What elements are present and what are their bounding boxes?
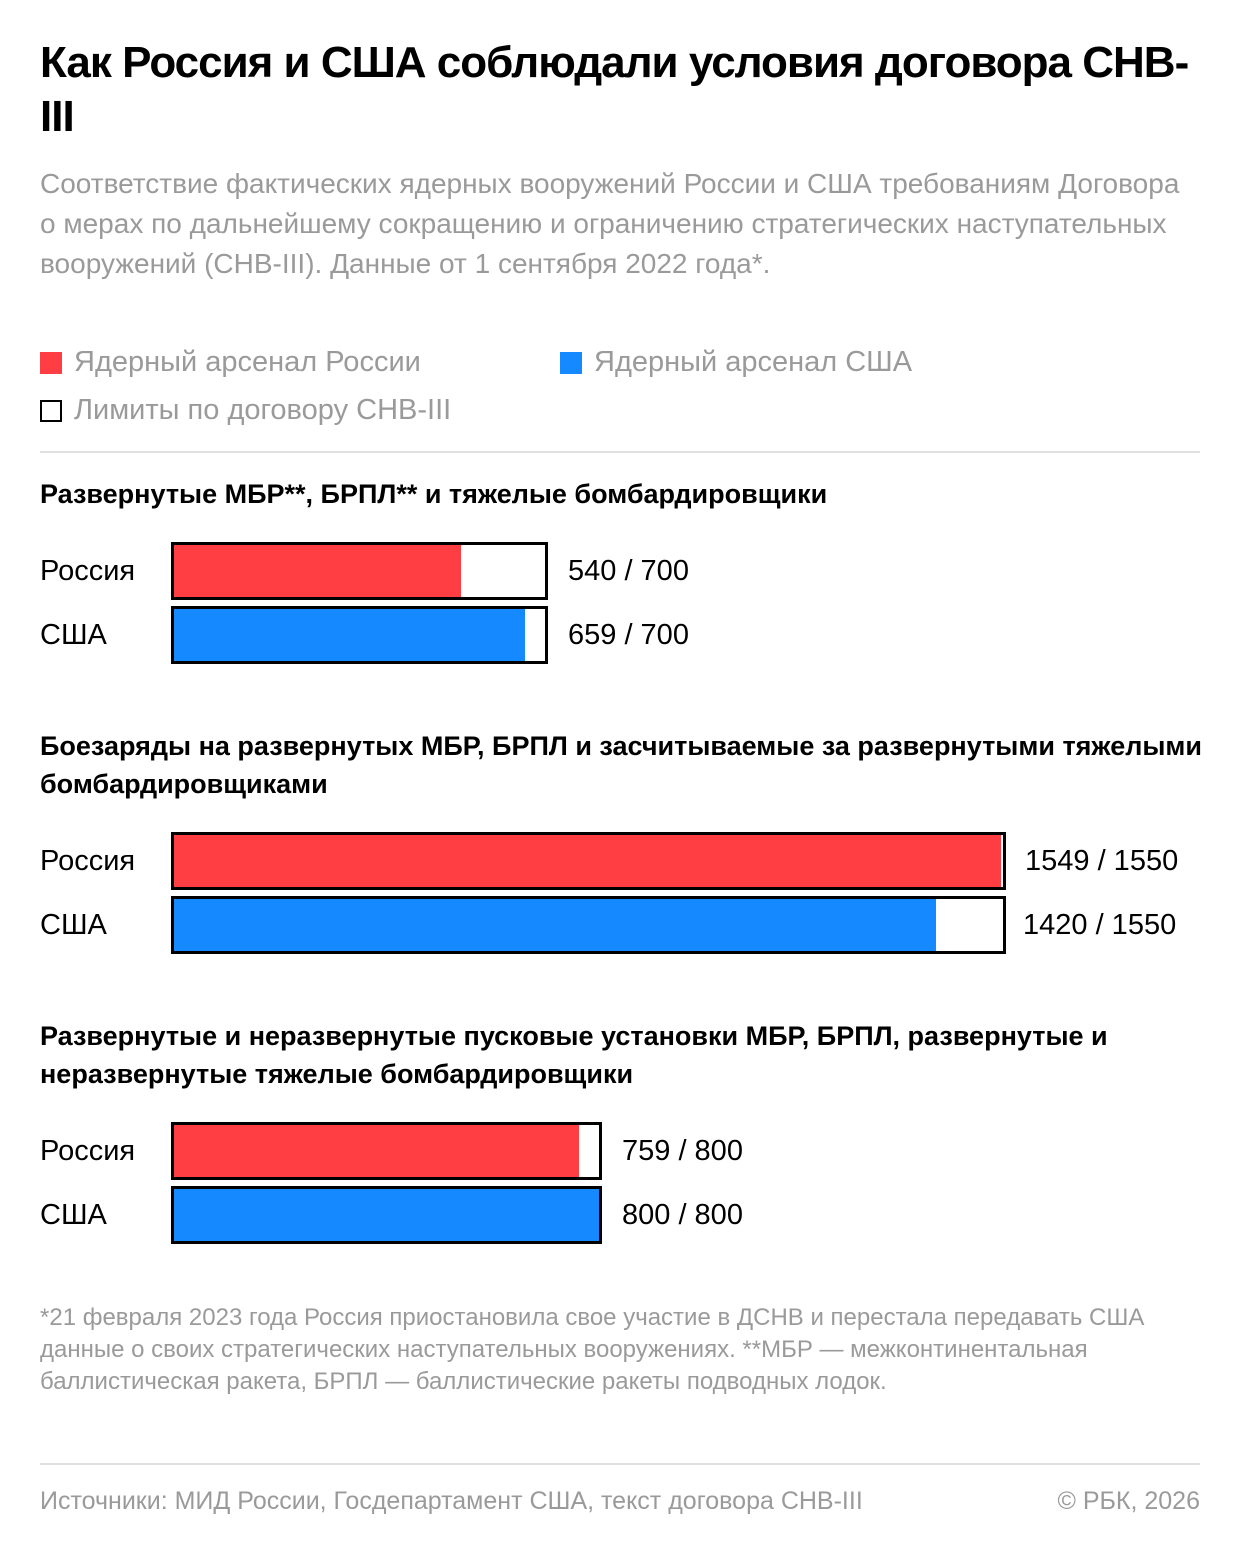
bar-value: 759 / 800: [622, 1135, 743, 1167]
bar-russia-limit: [171, 832, 1006, 890]
bar-russia-fill: [174, 545, 461, 597]
bar-russia-fill: [174, 835, 1001, 887]
bar-usa-fill: [174, 609, 525, 661]
row-label-russia: Россия: [40, 1135, 136, 1167]
russia-swatch-icon: [40, 351, 62, 374]
legend-usa: Ядерный арсенал США: [560, 346, 912, 379]
bar-value: 800 / 800: [622, 1199, 743, 1231]
bar-value: 659 / 700: [568, 619, 689, 651]
section-title-deployed: Развернутые МБР**, БРПЛ** и тяжелые бомб…: [40, 479, 828, 509]
limit-swatch-icon: [40, 399, 62, 422]
legend-russia: Ядерный арсенал России: [40, 346, 421, 379]
bar-russia-limit: [171, 1122, 602, 1180]
bar-usa-limit: [171, 1186, 602, 1244]
sources: Источники: МИД России, Госдепартамент СШ…: [40, 1487, 863, 1515]
bar-value: 1420 / 1550: [1023, 909, 1177, 941]
legend-limit-label: Лимиты по договору СНВ-III: [74, 394, 452, 426]
usa-swatch-icon: [560, 351, 582, 374]
legend-russia-label: Ядерный арсенал России: [74, 346, 421, 378]
divider: [40, 451, 1200, 453]
bar-value: 540 / 700: [568, 555, 689, 587]
legend-usa-label: Ядерный арсенал США: [594, 346, 913, 378]
row-label-russia: Россия: [40, 555, 136, 587]
bar-value: 1549 / 1550: [1025, 845, 1179, 877]
bar-usa-limit: [171, 606, 548, 664]
row-label-usa: США: [40, 619, 107, 651]
section-title-warheads: Боезаряды на развернутых МБР, БРПЛ и зас…: [40, 731, 1203, 799]
footnote: *21 февраля 2023 года Россия приостанови…: [40, 1304, 1145, 1395]
bar-usa-limit: [171, 896, 1006, 954]
bar-usa-fill: [174, 899, 936, 951]
row-label-russia: Россия: [40, 845, 136, 877]
row-label-usa: США: [40, 909, 107, 941]
copyright: © РБК, 2026: [1057, 1487, 1200, 1515]
bar-russia-fill: [174, 1125, 579, 1177]
section-title-launchers: Развернутые и неразвернутые пусковые уст…: [40, 1021, 1108, 1089]
bar-russia-limit: [171, 542, 548, 600]
row-label-usa: США: [40, 1199, 107, 1231]
divider: [40, 1463, 1200, 1465]
bar-usa-fill: [174, 1189, 599, 1241]
subtitle: Соответствие фактических ядерных вооруже…: [40, 168, 1180, 279]
legend-limit: Лимиты по договору СНВ-III: [40, 394, 451, 427]
page-title: Как Россия и США соблюдали условия догов…: [40, 38, 1189, 141]
